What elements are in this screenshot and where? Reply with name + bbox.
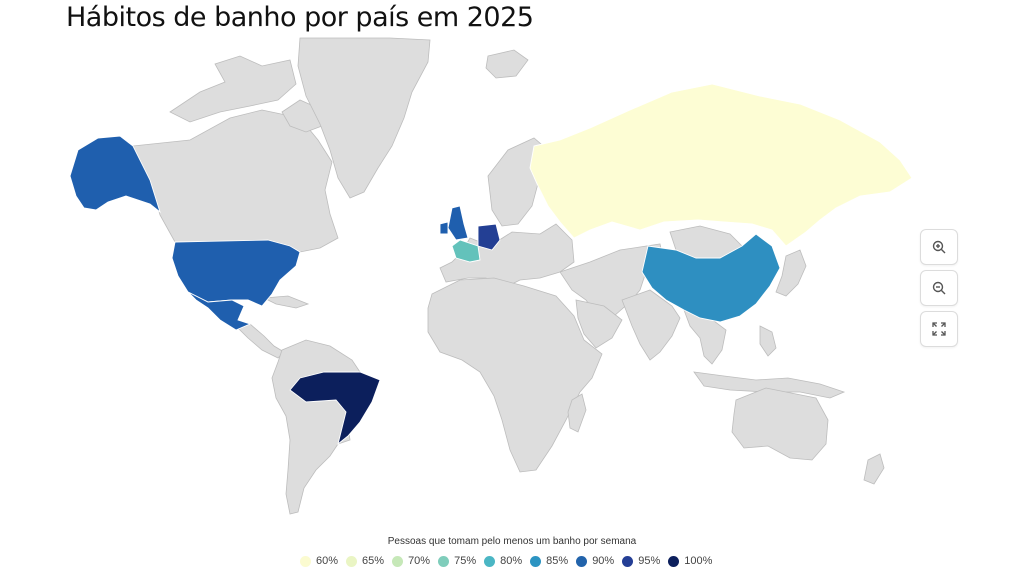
legend-item[interactable]: 90%	[576, 555, 614, 567]
fullscreen-button[interactable]	[920, 311, 958, 347]
region-europe[interactable]	[439, 223, 575, 289]
legend-swatch	[392, 555, 404, 567]
region-mexico[interactable]	[187, 291, 252, 331]
legend-item[interactable]: 65%	[346, 555, 384, 567]
color-legend: 60% 65% 70% 75% 80% 85% 90% 95% 100%	[300, 553, 720, 569]
legend-item[interactable]: 85%	[530, 555, 568, 567]
region-france[interactable]	[451, 239, 481, 263]
region-southeast-asia[interactable]	[683, 309, 727, 365]
region-arabia[interactable]	[575, 299, 623, 349]
region-india[interactable]	[621, 289, 681, 361]
region-brazil[interactable]	[289, 371, 381, 446]
region-madagascar[interactable]	[567, 393, 587, 433]
legend-label: 75%	[454, 555, 477, 567]
region-indonesia[interactable]	[693, 371, 846, 399]
region-alaska[interactable]	[69, 135, 161, 214]
region-africa[interactable]	[427, 277, 603, 473]
region-new-zealand[interactable]	[863, 453, 885, 485]
region-middle-east[interactable]	[559, 243, 665, 321]
legend-label: 60%	[316, 555, 339, 567]
fullscreen-icon	[931, 321, 947, 337]
legend-swatch	[576, 555, 588, 567]
legend-item[interactable]: 80%	[484, 555, 522, 567]
legend-label: 70%	[408, 555, 431, 567]
region-china[interactable]	[641, 233, 781, 323]
zoom-in-icon	[931, 239, 947, 255]
legend-item[interactable]: 60%	[300, 555, 338, 567]
legend-swatch	[622, 555, 634, 567]
legend-label: 85%	[546, 555, 569, 567]
legend-item[interactable]: 70%	[392, 555, 430, 567]
region-australia[interactable]	[731, 387, 829, 461]
legend-label: 65%	[362, 555, 385, 567]
legend-swatch	[484, 555, 496, 567]
region-cuba[interactable]	[262, 295, 310, 309]
legend-swatch	[530, 555, 542, 567]
zoom-out-icon	[931, 280, 947, 296]
legend-swatch	[300, 555, 311, 567]
legend-item[interactable]: 75%	[438, 555, 476, 567]
legend-swatch	[438, 555, 450, 567]
page-title: Hábitos de banho por país em 2025	[66, 2, 534, 33]
region-united-states[interactable]	[171, 239, 301, 307]
legend-swatch	[668, 555, 680, 567]
legend-item[interactable]: 100%	[668, 555, 712, 567]
region-canada[interactable]	[132, 109, 339, 253]
zoom-out-button[interactable]	[920, 270, 958, 306]
region-greenland[interactable]	[297, 37, 431, 199]
zoom-in-button[interactable]	[920, 229, 958, 265]
region-iceland[interactable]	[485, 49, 529, 79]
legend-item[interactable]: 95%	[622, 555, 660, 567]
legend-swatch	[346, 555, 358, 567]
region-japan[interactable]	[775, 249, 807, 297]
region-canadian-islands[interactable]	[169, 55, 297, 123]
legend-label: 95%	[638, 555, 661, 567]
region-ireland[interactable]	[439, 221, 449, 235]
region-germany[interactable]	[477, 223, 501, 251]
region-philippines[interactable]	[759, 325, 777, 357]
region-russia[interactable]	[529, 83, 913, 247]
legend-label: 100%	[684, 555, 713, 567]
legend-label: 90%	[592, 555, 615, 567]
legend-label: 80%	[500, 555, 523, 567]
legend-title: Pessoas que tomam pelo menos um banho po…	[387, 536, 637, 547]
region-united-kingdom[interactable]	[447, 205, 469, 241]
